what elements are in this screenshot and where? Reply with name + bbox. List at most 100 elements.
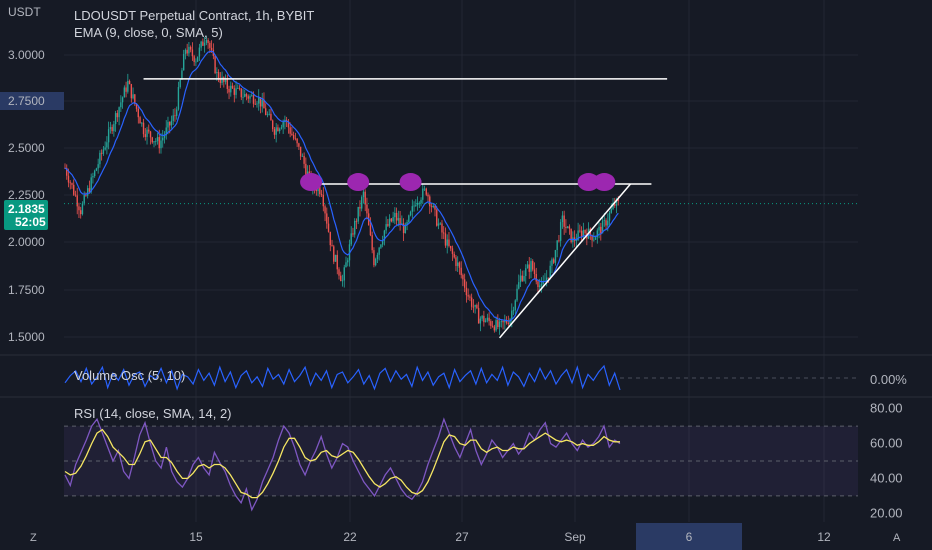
candle-body bbox=[406, 222, 408, 225]
candle-body bbox=[174, 115, 176, 117]
candle-body bbox=[242, 96, 244, 98]
candle-body bbox=[261, 99, 263, 107]
candle-body bbox=[230, 85, 232, 93]
candle-body bbox=[298, 143, 300, 147]
rsi-label[interactable]: RSI (14, close, SMA, 14, 2) bbox=[74, 406, 232, 421]
auto-scale-button[interactable]: A bbox=[893, 532, 901, 544]
candle-body bbox=[354, 220, 356, 235]
rsi-tick-label: 20.00 bbox=[870, 505, 903, 520]
candle-body bbox=[107, 129, 110, 143]
candle-body bbox=[376, 254, 379, 260]
candle-body bbox=[570, 228, 572, 243]
candle-body bbox=[158, 137, 160, 149]
candle-body bbox=[217, 72, 220, 80]
candle-body bbox=[580, 231, 583, 237]
price-highlight bbox=[0, 92, 64, 110]
candle-body bbox=[216, 72, 218, 74]
candle-body bbox=[523, 276, 525, 281]
candle-body bbox=[282, 122, 284, 128]
price-tick-label: 2.7500 bbox=[8, 94, 45, 108]
candle-body bbox=[177, 87, 180, 110]
rsi-pane[interactable]: 80.00 60.00 40.00 20.00 bbox=[64, 401, 903, 521]
candle-body bbox=[612, 204, 614, 210]
candle-body bbox=[90, 177, 92, 192]
candle-body bbox=[362, 191, 365, 198]
candle-body bbox=[270, 113, 272, 121]
volume-osc-pane[interactable] bbox=[64, 364, 858, 391]
candle-body bbox=[209, 42, 211, 48]
candle-body bbox=[277, 127, 279, 132]
candle-body bbox=[191, 49, 194, 57]
timezone-z-button[interactable]: Z bbox=[30, 532, 37, 544]
rsi-tick-label: 80.00 bbox=[870, 401, 903, 416]
candle-body bbox=[505, 320, 508, 323]
main-price-pane[interactable] bbox=[64, 35, 858, 339]
candle-body bbox=[184, 49, 187, 55]
candle-body bbox=[205, 40, 208, 43]
volume-osc-label[interactable]: Volume Osc (5, 10) bbox=[74, 368, 185, 383]
candle-body bbox=[439, 223, 441, 225]
price-axis-labels: 3.0000 2.7500 2.5000 2.2500 2.0000 1.7500 1.50… bbox=[0, 48, 64, 344]
candle-body bbox=[186, 49, 188, 54]
candle-body bbox=[347, 260, 349, 263]
candle-body bbox=[303, 156, 305, 164]
candle-body bbox=[369, 225, 372, 236]
candle-body bbox=[547, 277, 550, 279]
candle-body bbox=[113, 124, 115, 132]
candle-body bbox=[331, 245, 333, 247]
candle-body bbox=[258, 96, 260, 104]
time-tick-label: 15 bbox=[189, 530, 203, 544]
candle-body bbox=[462, 275, 464, 280]
candle-body bbox=[399, 218, 401, 225]
candle-body bbox=[97, 164, 99, 169]
touch-marker bbox=[399, 173, 422, 192]
touch-marker bbox=[300, 173, 323, 192]
rsi-tick-label: 40.00 bbox=[870, 470, 903, 485]
volume-osc-value: 0.00% bbox=[870, 372, 907, 387]
ema-indicator-label[interactable]: EMA (9, close, 0, SMA, 5) bbox=[74, 25, 223, 40]
candle-body bbox=[165, 127, 167, 136]
candle-body bbox=[175, 109, 178, 116]
candle-body bbox=[247, 96, 249, 99]
candle-body bbox=[540, 283, 543, 286]
time-tick-label: 22 bbox=[343, 530, 357, 544]
candle-body bbox=[202, 41, 204, 46]
candle-body bbox=[289, 127, 291, 134]
candle-body bbox=[359, 206, 361, 209]
candle-body bbox=[322, 195, 325, 207]
candle-body bbox=[99, 152, 101, 165]
candle-body bbox=[575, 240, 578, 242]
price-tick-label: 2.0000 bbox=[8, 235, 45, 249]
candle-body bbox=[509, 319, 511, 325]
candle-body bbox=[163, 135, 166, 138]
time-axis-labels: 15 22 27 Sep 6 12 bbox=[189, 523, 831, 550]
candle-body bbox=[78, 206, 80, 211]
candle-body bbox=[162, 137, 164, 141]
candle-body bbox=[395, 212, 398, 221]
candle-body bbox=[549, 265, 551, 279]
candle-body bbox=[504, 320, 506, 323]
candle-body bbox=[476, 304, 478, 309]
candle-body bbox=[568, 226, 571, 229]
candle-body bbox=[231, 85, 234, 89]
candle-body bbox=[278, 128, 281, 132]
candle-body bbox=[203, 42, 206, 46]
candle-body bbox=[614, 204, 616, 206]
candle-body bbox=[341, 280, 344, 282]
last-price-tag: 2.1835 52:05 bbox=[4, 200, 48, 230]
candle-body bbox=[493, 326, 496, 331]
candle-body bbox=[287, 121, 290, 128]
candle-body bbox=[251, 95, 253, 97]
candle-body bbox=[528, 264, 530, 272]
candle-body bbox=[76, 195, 78, 207]
candle-body bbox=[355, 220, 358, 222]
candle-body bbox=[521, 275, 523, 281]
candle-body bbox=[530, 261, 532, 272]
touch-marker bbox=[577, 173, 600, 192]
candle-body bbox=[390, 218, 393, 222]
candle-body bbox=[373, 250, 375, 266]
candle-body bbox=[469, 296, 471, 298]
candle-body bbox=[214, 55, 216, 74]
candle-body bbox=[125, 87, 127, 92]
candle-body bbox=[495, 320, 497, 331]
